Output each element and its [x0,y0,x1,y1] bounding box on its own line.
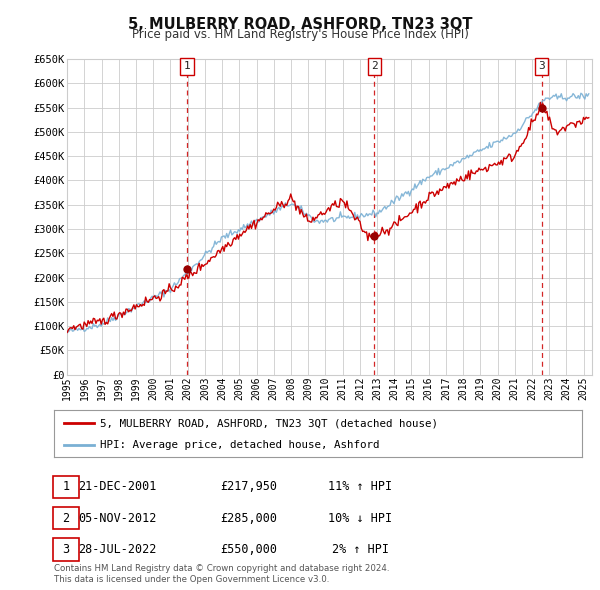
Text: 28-JUL-2022: 28-JUL-2022 [78,543,156,556]
Text: HPI: Average price, detached house, Ashford: HPI: Average price, detached house, Ashf… [100,441,380,450]
Text: Price paid vs. HM Land Registry's House Price Index (HPI): Price paid vs. HM Land Registry's House … [131,28,469,41]
Text: 11% ↑ HPI: 11% ↑ HPI [328,480,392,493]
Text: 2: 2 [62,512,70,525]
Text: £550,000: £550,000 [221,543,277,556]
Text: 3: 3 [62,543,70,556]
Text: 2: 2 [371,61,377,71]
Text: This data is licensed under the Open Government Licence v3.0.: This data is licensed under the Open Gov… [54,575,329,584]
Text: 1: 1 [184,61,191,71]
Text: 10% ↓ HPI: 10% ↓ HPI [328,512,392,525]
Text: 5, MULBERRY ROAD, ASHFORD, TN23 3QT (detached house): 5, MULBERRY ROAD, ASHFORD, TN23 3QT (det… [100,418,439,428]
Text: 5, MULBERRY ROAD, ASHFORD, TN23 3QT: 5, MULBERRY ROAD, ASHFORD, TN23 3QT [128,17,472,31]
Text: 21-DEC-2001: 21-DEC-2001 [78,480,156,493]
Text: Contains HM Land Registry data © Crown copyright and database right 2024.: Contains HM Land Registry data © Crown c… [54,565,389,573]
Text: £285,000: £285,000 [221,512,277,525]
Text: 05-NOV-2012: 05-NOV-2012 [78,512,156,525]
Text: 3: 3 [538,61,545,71]
Text: 1: 1 [62,480,70,493]
Text: £217,950: £217,950 [221,480,277,493]
Text: 2% ↑ HPI: 2% ↑ HPI [331,543,389,556]
